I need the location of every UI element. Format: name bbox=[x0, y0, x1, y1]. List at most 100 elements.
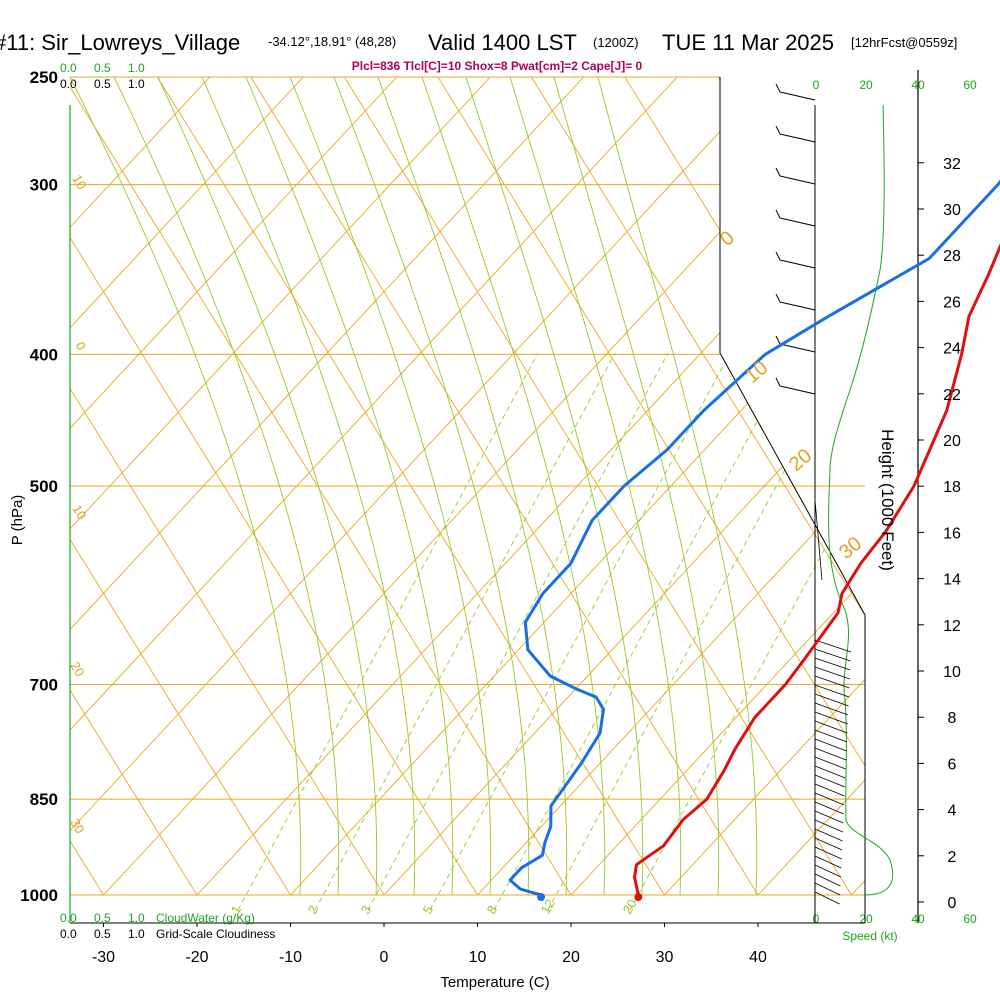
cloud-scale-bottom-black-1: 0.5 bbox=[94, 927, 111, 941]
height-tick-label: 12 bbox=[943, 618, 961, 635]
cloud-scale-bottom-black-2: 1.0 bbox=[128, 927, 145, 941]
isotherm-line bbox=[70, 77, 332, 896]
mixing-label: 3 bbox=[358, 903, 375, 917]
adiabat-line bbox=[418, 77, 865, 896]
wind-barb bbox=[779, 91, 816, 101]
dewpoint-line bbox=[508, 179, 1000, 897]
height-tick-label: 18 bbox=[943, 479, 961, 496]
height-tick-label: 32 bbox=[943, 156, 961, 173]
height-tick-label: 8 bbox=[948, 710, 957, 727]
isotherm-line bbox=[570, 77, 865, 896]
cloud-scale-top-green-0: 0.0 bbox=[60, 61, 77, 75]
surface-temperature-marker bbox=[634, 893, 643, 901]
moist-adiabat bbox=[70, 77, 302, 896]
mixing-label: 5 bbox=[420, 903, 437, 917]
wind-barb-mid bbox=[814, 499, 823, 581]
isotherm-label-left: 30 bbox=[67, 816, 87, 836]
temperature-tick-label: 0 bbox=[380, 949, 389, 966]
mixing-label: 20 bbox=[620, 896, 640, 916]
wind-speed-profile bbox=[828, 104, 894, 896]
wind-barb bbox=[779, 133, 816, 143]
cloud-scale-top-black-1: 0.5 bbox=[94, 77, 111, 91]
wind-barb bbox=[779, 217, 816, 227]
wind-barb-low bbox=[814, 666, 850, 680]
isotherm-line bbox=[664, 77, 865, 896]
temperature-tick-label: -20 bbox=[185, 949, 208, 966]
x-axis-title: Temperature (C) bbox=[440, 974, 549, 991]
adiabat-line bbox=[0, 47, 10, 895]
temperature-tick-label: 20 bbox=[562, 949, 580, 966]
moist-adiabat bbox=[421, 77, 606, 896]
wind-barb-low bbox=[814, 738, 847, 752]
cloud-scale-bottom: 0.0 0.5 1.0 CloudWater (g/Kg) 0.0 0.5 1.… bbox=[60, 911, 275, 941]
height-tick-label: 16 bbox=[943, 525, 961, 542]
temperature-tick-label: -30 bbox=[92, 949, 115, 966]
parameters-line: Plcl=836 Tlcl[C]=10 Shox=8 Pwat[cm]=2 Ca… bbox=[352, 59, 643, 73]
isotherm-line bbox=[70, 77, 519, 896]
wind-barb-low bbox=[814, 891, 840, 905]
pressure-tick-label: 1000 bbox=[20, 886, 58, 905]
moist-adiabat bbox=[201, 77, 416, 896]
wind-barb-low bbox=[814, 810, 844, 824]
cloud-scale-top-green-1: 0.5 bbox=[94, 61, 111, 75]
moist-adiabat bbox=[509, 77, 682, 896]
moist-adiabat bbox=[597, 77, 758, 896]
pressure-tick-label: 250 bbox=[30, 68, 58, 87]
wind-barb-low bbox=[814, 720, 848, 734]
wind-barb-low bbox=[814, 819, 844, 833]
isotherm-label-left: 10 bbox=[69, 172, 89, 192]
surface-dewpoint-marker bbox=[537, 893, 546, 901]
wind-barb-low bbox=[814, 828, 843, 842]
mixing-label: 2 bbox=[305, 903, 322, 917]
wind-barb-low bbox=[814, 693, 849, 707]
height-tick-label: 26 bbox=[943, 294, 961, 311]
cloud-scale-top: 0.0 0.5 1.0 0.0 0.5 1.0 bbox=[60, 61, 145, 91]
wind-barb-low bbox=[814, 846, 842, 860]
profile-series bbox=[508, 179, 1000, 901]
pressure-tick-label: 300 bbox=[30, 176, 58, 195]
wind-barb bbox=[779, 301, 816, 311]
mixing-label: 8 bbox=[484, 903, 501, 917]
moist-adiabat bbox=[465, 77, 644, 896]
adiabat-line bbox=[231, 77, 759, 896]
isotherm-label-left: 10 bbox=[69, 502, 89, 522]
moist-adiabat bbox=[113, 77, 340, 896]
wind-barb-low bbox=[814, 837, 843, 851]
wind-barb-low bbox=[814, 873, 841, 887]
adiabat-line bbox=[887, 47, 1000, 895]
height-axis-title: Height (1000 Feet) bbox=[878, 429, 897, 571]
pressure-tick-label: 700 bbox=[30, 676, 58, 695]
height-tick-label: 24 bbox=[943, 341, 961, 358]
wind-barb bbox=[779, 175, 816, 185]
cloudwater-label: CloudWater (g/Kg) bbox=[156, 911, 255, 925]
height-tick-label: 30 bbox=[943, 202, 961, 219]
pressure-tick-label: 850 bbox=[30, 790, 58, 809]
wind-barb bbox=[779, 343, 816, 353]
cloud-scale-bottom-black-0: 0.0 bbox=[60, 927, 77, 941]
speed-bottom-0: 0 bbox=[813, 912, 820, 926]
cloud-scale-bottom-green-2: 1.0 bbox=[128, 911, 145, 925]
isotherm-label: 30 bbox=[835, 533, 866, 564]
height-tick-label: 14 bbox=[943, 572, 961, 589]
speed-label: Speed (kt) bbox=[842, 929, 897, 943]
adiabat-line bbox=[512, 77, 865, 896]
station-coords: -34.12°,18.91° (48,28) bbox=[268, 34, 396, 49]
height-tick-label: 10 bbox=[943, 664, 961, 681]
isotherm-line bbox=[70, 77, 706, 896]
height-tick-label: 2 bbox=[948, 849, 957, 866]
mixing-line bbox=[314, 352, 616, 911]
adiabat-line bbox=[980, 47, 1000, 895]
wind-barb-flag bbox=[775, 293, 781, 303]
wind-barb-low bbox=[814, 747, 847, 761]
wind-barb-low bbox=[814, 684, 850, 698]
wind-barb-flag bbox=[775, 83, 781, 93]
station-name: #11: Sir_Lowreys_Village bbox=[0, 30, 240, 55]
pressure-tick-label: 400 bbox=[30, 345, 58, 364]
wind-barb-low bbox=[814, 711, 848, 725]
temperature-tick-label: 10 bbox=[469, 949, 487, 966]
mixing-label: 12 bbox=[538, 896, 558, 916]
isotherm-line bbox=[70, 77, 425, 896]
isotherm-line bbox=[70, 77, 799, 896]
plot-boundary bbox=[719, 77, 866, 923]
